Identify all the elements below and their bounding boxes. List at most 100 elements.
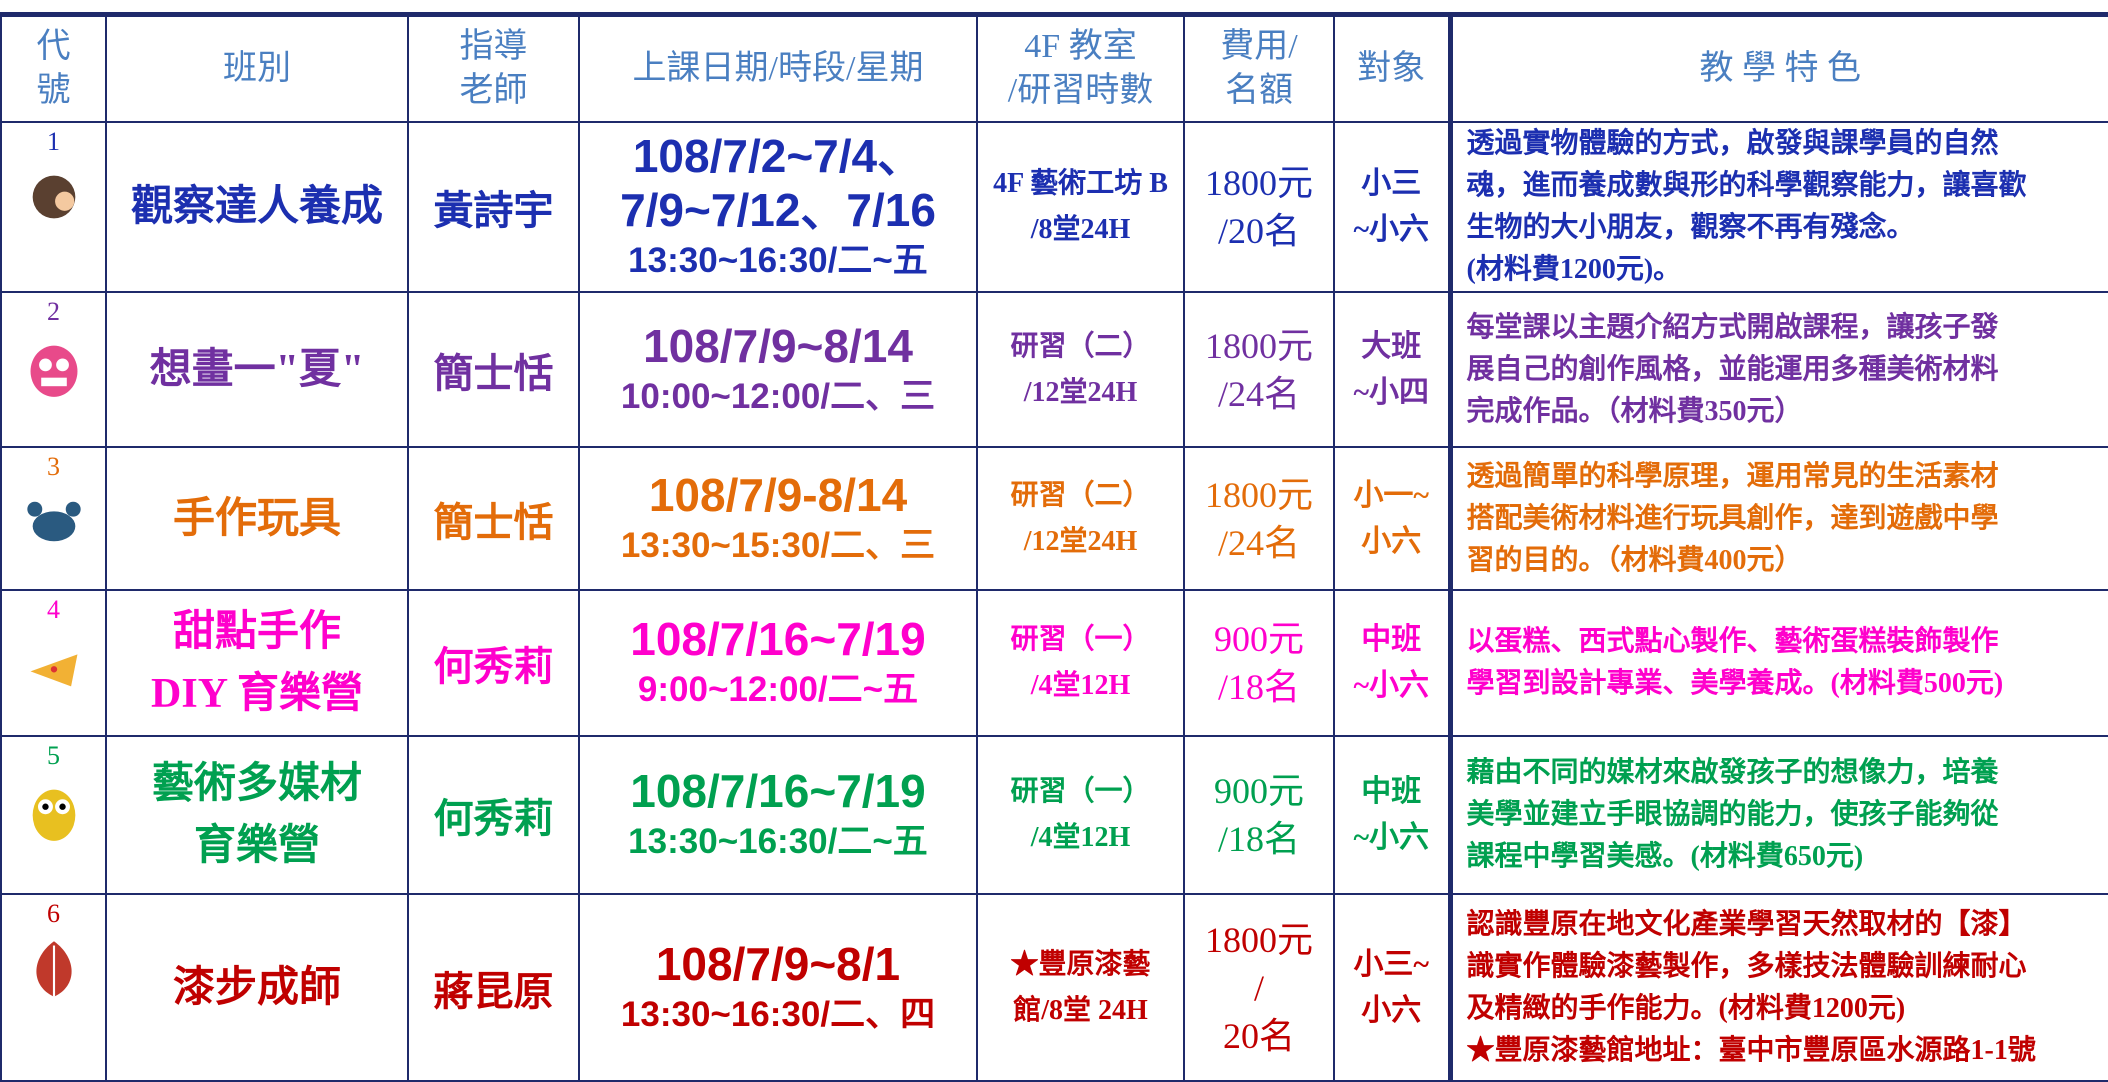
cell-line: 魂，進而養成數與形的科學觀察能力，讓喜歡 xyxy=(1467,165,2108,207)
room-cell: 研習（一）/4堂12H xyxy=(977,590,1184,736)
room-cell: 4F 藝術工坊 B/8堂24H xyxy=(977,122,1184,292)
cell-line: 108/7/2~7/4、 xyxy=(580,129,976,183)
desc-cell: 透過實物體驗的方式，啟發與課學員的自然魂，進而養成數與形的科學觀察能力，讓喜歡生… xyxy=(1450,122,2108,292)
course-code: 2 xyxy=(2,297,105,327)
cell-line: 小三~ xyxy=(1335,942,1448,988)
cell-line: (材料費1200元)。 xyxy=(1467,249,2108,291)
cell-line: DIY 育樂營 xyxy=(107,663,407,725)
header-cell: 班別 xyxy=(106,15,408,123)
cell-line: 費用/ xyxy=(1185,25,1333,69)
fee-cell: 1800元/20名 xyxy=(1184,894,1334,1081)
teacher-cell: 蔣昆原 xyxy=(408,894,579,1081)
teacher-cell: 何秀莉 xyxy=(408,590,579,736)
course-icon xyxy=(22,633,86,697)
target-cell: 小三~小六 xyxy=(1334,122,1450,292)
teacher-cell: 簡士恬 xyxy=(408,292,579,447)
code-cell: 4 xyxy=(1,590,106,736)
cell-line: 藉由不同的媒材來啟發孩子的想像力，培養 xyxy=(1467,752,2108,794)
cell-line: 研習（一） xyxy=(978,617,1183,663)
cell-line: 號 xyxy=(2,69,105,113)
cell-line: / xyxy=(1185,964,1333,1012)
target-cell: 中班~小六 xyxy=(1334,736,1450,894)
cell-line: 108/7/9-8/14 xyxy=(580,468,976,522)
cell-line: 1800元 xyxy=(1185,471,1333,519)
cell-line: 研習（一） xyxy=(978,769,1183,815)
target-cell: 中班~小六 xyxy=(1334,590,1450,736)
code-cell: 1 xyxy=(1,122,106,292)
teacher-cell: 何秀莉 xyxy=(408,736,579,894)
cell-line: 藝術多媒材 xyxy=(107,753,407,815)
cell-line: 900元 xyxy=(1185,767,1333,815)
cell-line: /18名 xyxy=(1185,815,1333,863)
cell-line: 中班 xyxy=(1335,617,1448,663)
room-cell: 研習（二）/12堂24H xyxy=(977,292,1184,447)
header-cell: 上課日期/時段/星期 xyxy=(579,15,977,123)
cell-line: /8堂24H xyxy=(978,207,1183,253)
course-code: 3 xyxy=(2,452,105,482)
room-cell: ★豐原漆藝館/8堂 24H xyxy=(977,894,1184,1081)
code-cell: 5 xyxy=(1,736,106,894)
desc-cell: 以蛋糕、西式點心製作、藝術蛋糕裝飾製作學習到設計專業、美學養成。(材料費500元… xyxy=(1450,590,2108,736)
target-cell: 小三~小六 xyxy=(1334,894,1450,1081)
cell-line: 美學並建立手眼協調的能力，使孩子能夠從 xyxy=(1467,794,2108,836)
desc-cell: 藉由不同的媒材來啟發孩子的想像力，培養美學並建立手眼協調的能力，使孩子能夠從課程… xyxy=(1450,736,2108,894)
header-cell: 指導老師 xyxy=(408,15,579,123)
cell-line: ~小六 xyxy=(1335,207,1448,253)
cell-line: 研習（二） xyxy=(978,324,1183,370)
cell-line: 認識豐原在地文化產業學習天然取材的【漆】 xyxy=(1467,904,2108,946)
name-cell: 藝術多媒材育樂營 xyxy=(106,736,408,894)
cell-line: 課程中學習美感。(材料費650元) xyxy=(1467,836,2108,878)
fee-cell: 1800元/24名 xyxy=(1184,447,1334,590)
cell-line: ~小六 xyxy=(1335,815,1448,861)
fee-cell: 900元/18名 xyxy=(1184,736,1334,894)
course-icon xyxy=(22,490,86,554)
cell-line: 觀察達人養成 xyxy=(107,176,407,238)
course-icon xyxy=(22,165,86,229)
cell-line: 4F 教室 xyxy=(978,25,1183,69)
cell-line: 對象 xyxy=(1335,47,1448,91)
cell-line: 小六 xyxy=(1335,519,1448,565)
cell-line: 漆步成師 xyxy=(107,957,407,1019)
cell-line: 小六 xyxy=(1335,988,1448,1034)
cell-line: 生物的大小朋友，觀察不再有殘念。 xyxy=(1467,207,2108,249)
cell-line: 7/9~7/12、7/16 xyxy=(580,183,976,237)
cell-line: 習的目的。（材料費400元） xyxy=(1467,540,2108,582)
cell-line: /4堂12H xyxy=(978,815,1183,861)
code-cell: 2 xyxy=(1,292,106,447)
cell-line: 900元 xyxy=(1185,615,1333,663)
cell-line: /18名 xyxy=(1185,663,1333,711)
cell-line: 13:30~16:30/二~五 xyxy=(580,237,976,285)
header-cell: 代號 xyxy=(1,15,106,123)
course-code: 6 xyxy=(2,899,105,929)
name-cell: 漆步成師 xyxy=(106,894,408,1081)
cell-line: 1800元 xyxy=(1185,916,1333,964)
teacher-cell: 黃詩宇 xyxy=(408,122,579,292)
cell-line: 108/7/9~8/14 xyxy=(580,319,976,373)
cell-line: /24名 xyxy=(1185,519,1333,567)
course-code: 4 xyxy=(2,595,105,625)
cell-line: 完成作品。（材料費350元） xyxy=(1467,391,2108,433)
cell-line: 小三 xyxy=(1335,161,1448,207)
cell-line: 及精緻的手作能力。(材料費1200元) xyxy=(1467,988,2108,1030)
cell-line: 手作玩具 xyxy=(107,488,407,550)
cell-line: 搭配美術材料進行玩具創作，達到遊戲中學 xyxy=(1467,498,2108,540)
cell-line: 育樂營 xyxy=(107,815,407,877)
header-cell: 4F 教室/研習時數 xyxy=(977,15,1184,123)
cell-line: 小一~ xyxy=(1335,473,1448,519)
cell-line: 中班 xyxy=(1335,769,1448,815)
course-code: 1 xyxy=(2,127,105,157)
room-cell: 研習（二）/12堂24H xyxy=(977,447,1184,590)
cell-line: ★豐原漆藝館地址：臺中市豐原區水源路1-1號 xyxy=(1467,1030,2108,1072)
cell-line: 13:30~15:30/二、三 xyxy=(580,522,976,570)
cell-line: 10:00~12:00/二、三 xyxy=(580,373,976,421)
header-cell: 對象 xyxy=(1334,15,1450,123)
cell-line: ★豐原漆藝 xyxy=(978,942,1183,988)
course-code: 5 xyxy=(2,741,105,771)
